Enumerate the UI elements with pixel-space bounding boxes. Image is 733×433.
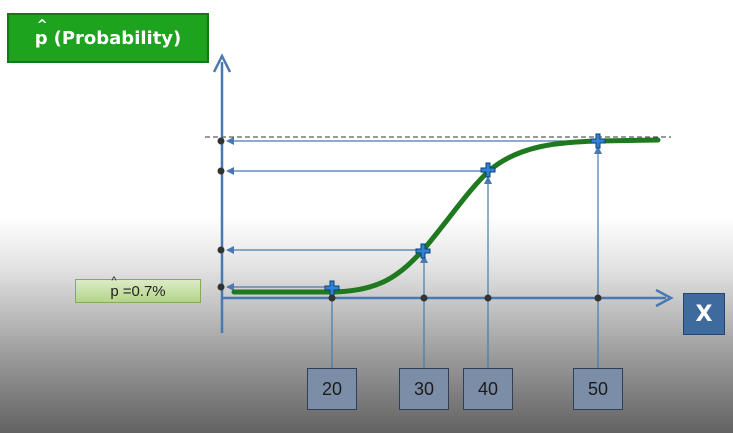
x-axis-dot (484, 294, 492, 302)
y-axis-dot (217, 167, 225, 175)
x-axis-dot (594, 294, 602, 302)
plus-marker-icon (415, 243, 431, 259)
x-value-box: 30 (399, 368, 449, 410)
x-value-box: 40 (463, 368, 513, 410)
plus-marker-icon (324, 280, 340, 296)
hat-mark: ^ (36, 17, 48, 33)
p-letter: p (34, 27, 48, 49)
x-value-box: 20 (307, 368, 357, 410)
p-hat-symbol: ^ p (110, 275, 119, 300)
y-axis-dot (217, 137, 225, 145)
y-axis-dot (217, 283, 225, 291)
x-axis-label: X (683, 293, 725, 335)
sigmoid-curve (231, 137, 661, 295)
title-text: (Probability) (53, 27, 182, 49)
y-axis-arrowhead (212, 53, 232, 73)
x-axis-dot (328, 294, 336, 302)
probability-title: ^ p (Probability) (7, 13, 209, 63)
x-axis-arrowhead (655, 288, 674, 308)
p-hat-value-label: ^ p =0.7% (75, 275, 201, 303)
hat-mark: ^ (111, 274, 117, 287)
plus-marker-icon (480, 162, 496, 178)
x-value-box: 50 (573, 368, 623, 410)
x-axis-dot (420, 294, 428, 302)
y-axis-dot (217, 246, 225, 254)
p-hat-value: =0.7% (122, 282, 166, 300)
plus-marker-icon (590, 133, 606, 149)
p-hat-symbol: ^ p (34, 18, 48, 49)
p-letter: p (110, 282, 119, 300)
